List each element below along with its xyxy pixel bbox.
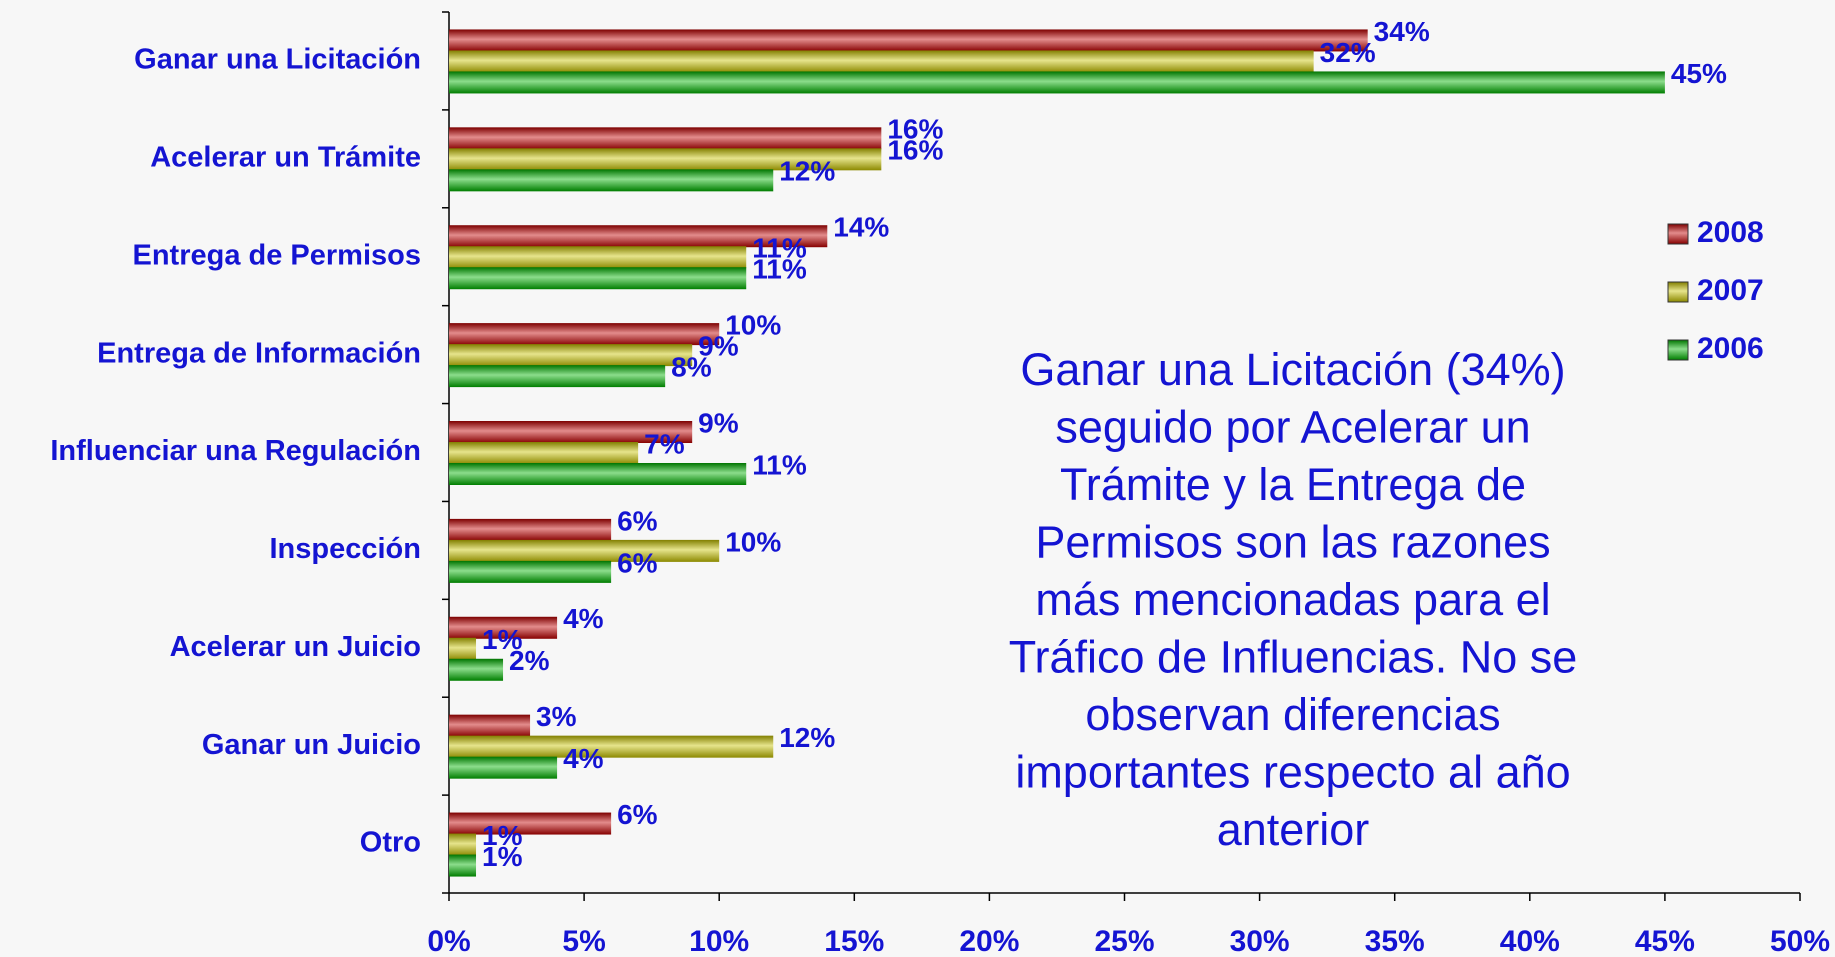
bar: [449, 71, 1665, 94]
data-label: 34%: [1374, 16, 1430, 47]
category-label: Influenciar una Regulación: [50, 435, 421, 467]
bar: [449, 365, 666, 388]
data-label: 45%: [1671, 58, 1727, 89]
legend-label: 2007: [1697, 274, 1764, 307]
bar: [449, 323, 720, 346]
x-tick-label: 25%: [1094, 925, 1154, 957]
bar: [449, 854, 477, 877]
bar: [449, 421, 693, 443]
bar: [449, 127, 882, 150]
bar: [449, 812, 612, 835]
annotation: Trámite y la Entrega de: [1060, 459, 1526, 510]
bar: [449, 637, 477, 660]
annotation: anterior: [1217, 804, 1370, 855]
bar: [449, 442, 639, 464]
x-tick-label: 0%: [427, 925, 470, 957]
data-label: 4%: [563, 603, 604, 634]
data-label: 4%: [563, 743, 604, 774]
legend-label: 2008: [1697, 216, 1764, 249]
annotation: Permisos son las razones: [1035, 516, 1550, 567]
data-label: 2%: [509, 645, 550, 676]
bar: [449, 344, 693, 367]
x-tick-label: 20%: [959, 925, 1019, 957]
data-label: 1%: [482, 820, 523, 851]
annotation: importantes respecto al año: [1015, 746, 1570, 797]
data-label: 1%: [482, 624, 523, 655]
data-label: 12%: [779, 156, 835, 187]
bar: [449, 735, 774, 758]
x-tick-label: 45%: [1635, 925, 1695, 957]
data-label: 10%: [725, 526, 781, 557]
data-label: 6%: [617, 547, 658, 578]
legend-swatch: [1667, 339, 1689, 361]
category-label: Entrega de Información: [97, 337, 421, 369]
data-label: 6%: [617, 505, 658, 536]
x-tick-label: 15%: [824, 925, 884, 957]
x-tick-label: 35%: [1365, 925, 1425, 957]
bar: [449, 539, 720, 562]
x-tick-label: 5%: [562, 925, 605, 957]
data-label: 1%: [482, 841, 523, 872]
category-label: Ganar una Licitación: [134, 44, 421, 76]
bar: [449, 560, 612, 583]
x-tick-label: 40%: [1500, 925, 1560, 957]
bar: [449, 29, 1368, 52]
bar: [449, 714, 531, 737]
data-label: 8%: [671, 352, 712, 383]
bar: [449, 616, 558, 639]
data-label: 14%: [833, 212, 889, 243]
bar: [449, 658, 504, 681]
legend-label: 2006: [1697, 332, 1764, 365]
category-label: Inspección: [270, 533, 422, 565]
annotation: Tráfico de Influencias. No se: [1009, 631, 1578, 682]
data-label: 3%: [536, 701, 577, 732]
legend-swatch: [1667, 281, 1689, 303]
category-label: Entrega de Permisos: [133, 239, 422, 271]
bar: [449, 463, 747, 485]
data-label: 7%: [644, 428, 685, 459]
data-label: 32%: [1320, 37, 1376, 68]
data-label: 9%: [698, 407, 739, 438]
bar: [449, 833, 477, 856]
annotation: observan diferencias: [1085, 689, 1500, 740]
category-label: Ganar un Juicio: [202, 729, 421, 761]
category-label: Acelerar un Juicio: [170, 631, 421, 663]
data-label: 9%: [698, 331, 739, 362]
legend-swatch: [1667, 223, 1689, 245]
data-label: 10%: [725, 310, 781, 341]
x-tick-label: 50%: [1770, 925, 1830, 957]
bar: [449, 518, 612, 541]
x-tick-label: 10%: [689, 925, 749, 957]
bar: [449, 267, 747, 290]
data-label: 16%: [887, 135, 943, 166]
category-label: Otro: [360, 827, 421, 859]
data-label: 11%: [752, 233, 807, 264]
data-label: 11%: [752, 449, 807, 480]
bar: [449, 225, 828, 248]
data-label: 12%: [779, 722, 835, 753]
category-label: Acelerar un Trámite: [150, 141, 421, 173]
x-tick-label: 30%: [1230, 925, 1290, 957]
bar: [449, 246, 747, 269]
bar: [449, 50, 1314, 73]
annotation: Ganar una Licitación (34%): [1020, 344, 1565, 395]
data-label: 11%: [752, 254, 807, 285]
data-label: 6%: [617, 799, 658, 830]
data-label: 16%: [887, 114, 943, 145]
bar: [449, 169, 774, 192]
annotation: seguido por Acelerar un: [1055, 401, 1530, 452]
bar: [449, 148, 882, 171]
annotation: más mencionadas para el: [1035, 574, 1550, 625]
bar: [449, 756, 558, 779]
